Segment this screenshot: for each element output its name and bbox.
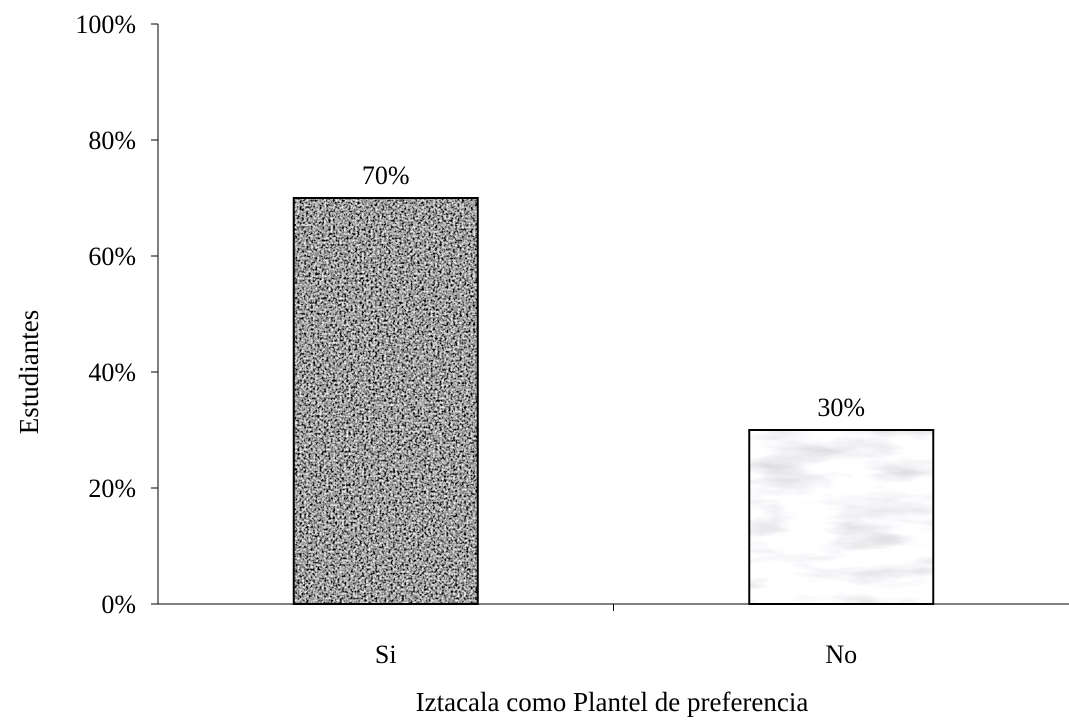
y-tick-label: 0%	[101, 590, 136, 619]
x-tick-label: No	[825, 640, 857, 669]
data-label-si: 70%	[362, 161, 410, 190]
y-axis-title: Estudiantes	[14, 310, 44, 434]
y-tick-label: 100%	[75, 10, 136, 39]
x-tick-label: Si	[375, 640, 397, 669]
bar-no	[749, 430, 934, 604]
y-tick-label: 40%	[88, 358, 136, 387]
y-tick-label: 20%	[88, 474, 136, 503]
x-axis-title: Iztacala como Plantel de preferencia	[416, 687, 809, 717]
bars	[292, 197, 935, 605]
bar-outline	[292, 197, 479, 605]
bar-outline	[748, 429, 935, 605]
data-label-no: 30%	[817, 393, 865, 422]
axes: 0% 20% 40% 60% 80% 100%	[75, 10, 1069, 619]
y-tick-label: 80%	[88, 126, 136, 155]
labels: 70% Si 30% No	[362, 161, 865, 669]
bar-si	[293, 198, 478, 604]
y-tick-label: 60%	[88, 242, 136, 271]
